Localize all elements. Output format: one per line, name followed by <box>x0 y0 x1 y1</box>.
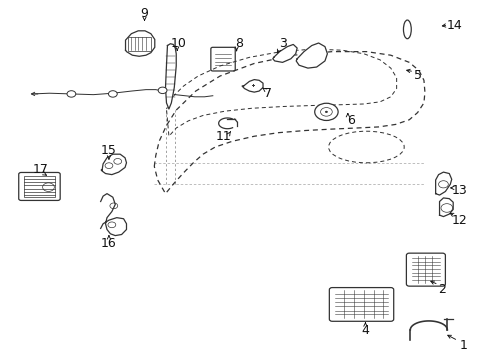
Circle shape <box>158 87 166 94</box>
Polygon shape <box>165 44 176 109</box>
Text: 17: 17 <box>33 163 48 176</box>
Text: 3: 3 <box>278 37 286 50</box>
Text: 13: 13 <box>450 184 466 197</box>
Circle shape <box>314 103 337 121</box>
Circle shape <box>67 91 76 97</box>
Circle shape <box>108 91 117 97</box>
Polygon shape <box>435 172 451 195</box>
Text: 11: 11 <box>216 130 231 144</box>
Polygon shape <box>101 154 126 175</box>
Text: 4: 4 <box>361 324 368 337</box>
Text: 10: 10 <box>170 36 186 50</box>
Text: 6: 6 <box>346 114 354 127</box>
Text: 16: 16 <box>101 237 117 250</box>
Text: 2: 2 <box>437 283 445 296</box>
Text: 1: 1 <box>459 339 467 352</box>
Polygon shape <box>101 194 126 235</box>
Text: 7: 7 <box>264 87 271 100</box>
Text: 15: 15 <box>101 144 117 157</box>
Polygon shape <box>296 43 327 68</box>
FancyBboxPatch shape <box>19 172 60 201</box>
Text: 9: 9 <box>141 7 148 20</box>
Text: 14: 14 <box>446 19 461 32</box>
Polygon shape <box>125 31 155 56</box>
Text: 8: 8 <box>235 37 243 50</box>
Polygon shape <box>439 198 452 217</box>
Circle shape <box>325 111 327 113</box>
Text: 5: 5 <box>413 69 421 82</box>
Polygon shape <box>242 80 263 92</box>
Polygon shape <box>272 44 297 62</box>
Text: 12: 12 <box>450 214 466 227</box>
